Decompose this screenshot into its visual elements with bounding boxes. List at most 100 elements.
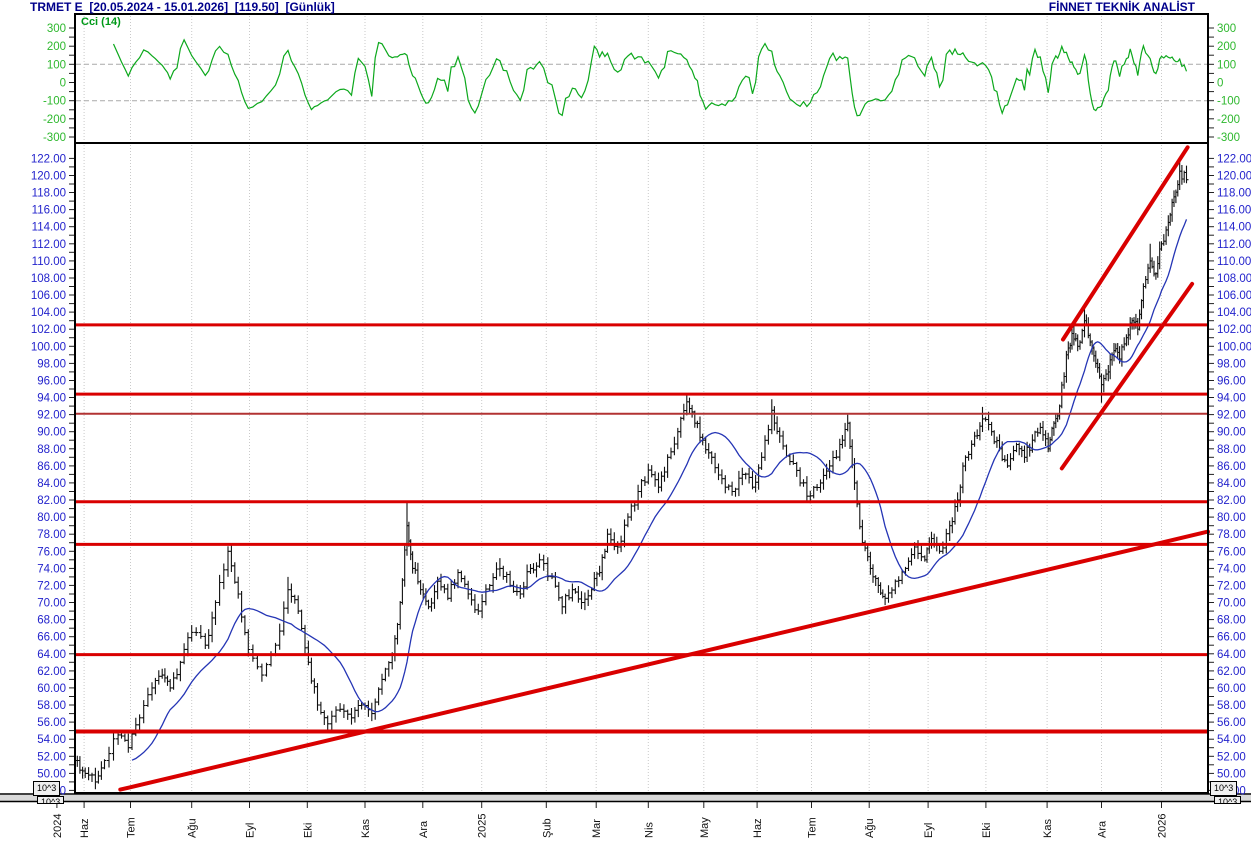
x-axis-month-label: Haz (752, 818, 764, 838)
moving-average-line (131, 219, 1188, 761)
left-volume-scale-box-2[interactable]: 10^3 (37, 796, 65, 804)
price-tick-label-left: 74.00 (37, 563, 66, 575)
price-tick-label-right: 122.00 (1217, 153, 1251, 165)
price-tick-label-left: 102.00 (31, 324, 66, 336)
price-tick-label-right: 106.00 (1217, 290, 1251, 302)
price-tick-label-right: 72.00 (1217, 580, 1246, 592)
x-axis-month-label: Ara (1097, 820, 1109, 838)
cci-tick-label-left: 300 (47, 23, 66, 35)
price-tick-label-right: 96.00 (1217, 376, 1246, 388)
price-tick-label-left: 80.00 (37, 512, 66, 524)
price-tick-label-left: 120.00 (31, 171, 66, 183)
price-tick-label-right: 80.00 (1217, 512, 1246, 524)
x-axis-month-label: May (699, 817, 711, 838)
cci-tick-label-left: -200 (43, 114, 66, 126)
price-tick-label-left: 76.00 (37, 546, 66, 558)
x-axis-month-label: Mar (591, 819, 603, 838)
x-axis-month-label: Tem (126, 817, 138, 838)
trend-line[interactable] (1059, 281, 1195, 471)
cci-tick-label-right: -300 (1217, 132, 1240, 144)
price-tick-label-right: 98.00 (1217, 358, 1246, 370)
x-axis-month-label: 2025 (477, 814, 489, 838)
x-axis-month-label: Nis (643, 822, 655, 838)
price-tick-label-right: 62.00 (1217, 666, 1246, 678)
price-tick-label-right: 66.00 (1217, 632, 1246, 644)
price-tick-label-right: 116.00 (1217, 205, 1251, 217)
price-tick-label-right: 56.00 (1217, 717, 1246, 729)
price-tick-label-left: 60.00 (37, 683, 66, 695)
cci-tick-label-right: 0 (1217, 78, 1223, 90)
right-volume-scale-box[interactable]: 10^3 (1210, 781, 1238, 796)
price-tick-label-right: 50.00 (1217, 768, 1246, 780)
price-tick-label-right: 54.00 (1217, 734, 1246, 746)
x-axis-month-label: Eyl (923, 823, 935, 838)
x-axis-month-label: Eyl (245, 823, 257, 838)
price-tick-label-left: 118.00 (32, 188, 66, 200)
price-tick-label-right: 76.00 (1217, 546, 1246, 558)
price-tick-label-right: 70.00 (1217, 598, 1246, 610)
x-axis-month-label: Ağu (187, 818, 199, 838)
price-tick-label-right: 94.00 (1217, 393, 1246, 405)
x-axis-month-label: Eki (981, 823, 993, 838)
left-volume-scale-box[interactable]: 10^3 (33, 781, 61, 796)
x-axis-month-label: Şub (541, 818, 553, 838)
price-tick-label-left: 122.00 (31, 153, 66, 165)
price-tick-label-right: 68.00 (1217, 615, 1246, 627)
price-tick-label-left: 114.00 (32, 222, 66, 234)
price-tick-label-left: 66.00 (37, 632, 66, 644)
price-tick-label-right: 78.00 (1217, 529, 1246, 541)
cci-tick-label-left: -300 (43, 132, 66, 144)
price-tick-label-left: 78.00 (37, 529, 66, 541)
price-tick-label-right: 84.00 (1217, 478, 1246, 490)
cci-tick-label-right: 100 (1217, 59, 1236, 71)
ohlc-bars (75, 158, 1189, 790)
trend-line[interactable] (1061, 145, 1190, 342)
price-tick-label-right: 104.00 (1217, 307, 1251, 319)
cci-tick-label-left: 100 (47, 59, 66, 71)
x-axis-month-label: 2026 (1157, 814, 1169, 838)
cci-tick-label-right: 300 (1217, 23, 1236, 35)
x-axis-month-label: Ara (418, 820, 430, 838)
price-tick-label-left: 82.00 (37, 495, 66, 507)
price-tick-label-right: 108.00 (1217, 273, 1251, 285)
cci-tick-label-left: 200 (47, 41, 66, 53)
price-tick-label-left: 70.00 (37, 598, 66, 610)
x-axis-month-label: Ağu (864, 818, 876, 838)
x-axis-month-label: Haz (79, 818, 91, 838)
price-tick-label-left: 64.00 (37, 649, 66, 661)
price-tick-label-left: 116.00 (32, 205, 66, 217)
trend-line[interactable] (118, 529, 1210, 792)
price-tick-label-left: 104.00 (31, 307, 66, 319)
price-tick-label-right: 86.00 (1217, 461, 1246, 473)
price-tick-label-right: 64.00 (1217, 649, 1246, 661)
x-axis-month-label: Eki (302, 823, 314, 838)
price-tick-label-left: 96.00 (37, 376, 66, 388)
x-axis-month-label: Tem (807, 817, 819, 838)
price-tick-label-left: 90.00 (37, 427, 66, 439)
price-tick-label-right: 114.00 (1217, 222, 1251, 234)
price-tick-label-left: 94.00 (37, 393, 66, 405)
cci-tick-label-right: -100 (1217, 96, 1240, 108)
price-tick-label-left: 112.00 (32, 239, 66, 251)
price-tick-label-right: 74.00 (1217, 563, 1246, 575)
price-tick-label-right: 102.00 (1217, 324, 1251, 336)
price-tick-label-left: 56.00 (37, 717, 66, 729)
price-tick-label-left: 108.00 (31, 273, 66, 285)
x-axis-month-label: Kas (360, 819, 372, 838)
cci-tick-label-right: -200 (1217, 114, 1240, 126)
price-tick-label-left: 68.00 (37, 615, 66, 627)
price-tick-label-right: 92.00 (1217, 410, 1246, 422)
price-tick-label-left: 52.00 (37, 751, 66, 763)
price-tick-label-left: 54.00 (37, 734, 66, 746)
price-tick-label-left: 62.00 (37, 666, 66, 678)
price-tick-label-left: 100.00 (31, 341, 66, 353)
right-volume-scale-box-2[interactable]: 10^3 (1214, 796, 1242, 804)
price-tick-label-left: 110.00 (32, 256, 66, 268)
app-title: FİNNET TEKNİK ANALİST (1048, 0, 1195, 14)
x-axis-month-label: 2024 (52, 814, 64, 838)
price-tick-label-right: 90.00 (1217, 427, 1246, 439)
cci-line (112, 38, 1188, 117)
